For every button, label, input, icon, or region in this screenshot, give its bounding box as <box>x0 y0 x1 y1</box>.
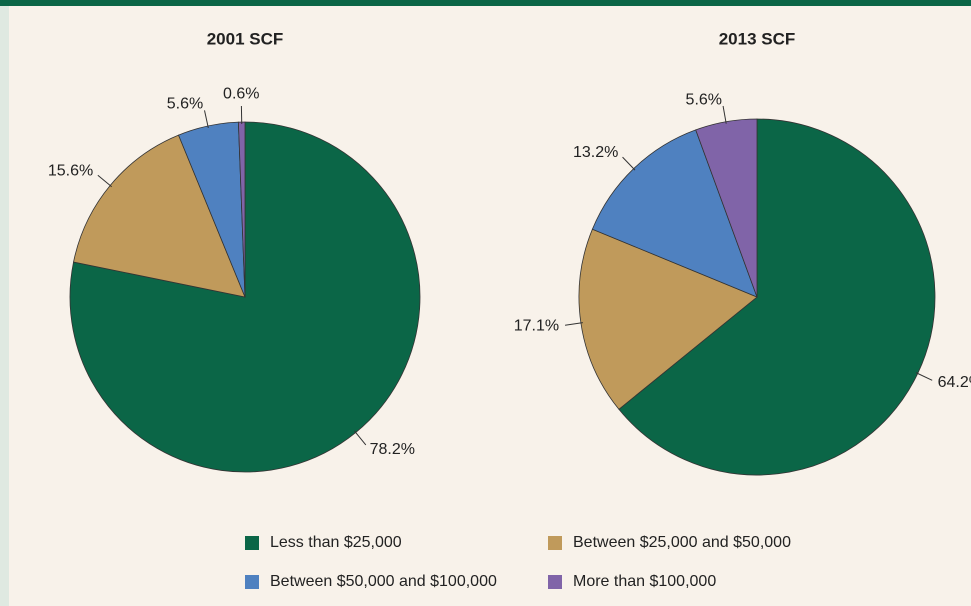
leader-line <box>722 105 727 124</box>
data-label: 13.2% <box>573 144 618 161</box>
leader-line <box>204 110 209 129</box>
legend-label: Less than $25,000 <box>270 534 402 551</box>
legend-label: More than $100,000 <box>573 573 716 590</box>
top-bar <box>0 0 971 6</box>
data-label: 78.2% <box>370 441 415 458</box>
data-label: 5.6% <box>686 91 722 108</box>
leader-line <box>354 430 367 446</box>
leader-line <box>622 156 636 171</box>
side-strip <box>0 0 9 606</box>
legend-label: Between $25,000 and $50,000 <box>573 534 791 551</box>
legend-swatch <box>548 536 562 550</box>
data-label: 0.6% <box>223 85 259 102</box>
legend-swatch <box>245 536 259 550</box>
data-label: 17.1% <box>514 317 559 334</box>
chart-title: 2013 SCF <box>719 29 796 48</box>
chart-title: 2001 SCF <box>207 29 284 48</box>
leader-line <box>564 322 583 326</box>
data-label: 64.2% <box>938 374 971 391</box>
leader-line <box>97 174 113 188</box>
data-label: 15.6% <box>48 163 93 180</box>
legend-swatch <box>245 575 259 589</box>
leader-line <box>915 372 933 381</box>
legend-label: Between $50,000 and $100,000 <box>270 573 497 590</box>
data-label: 5.6% <box>167 96 203 113</box>
legend-swatch <box>548 575 562 589</box>
